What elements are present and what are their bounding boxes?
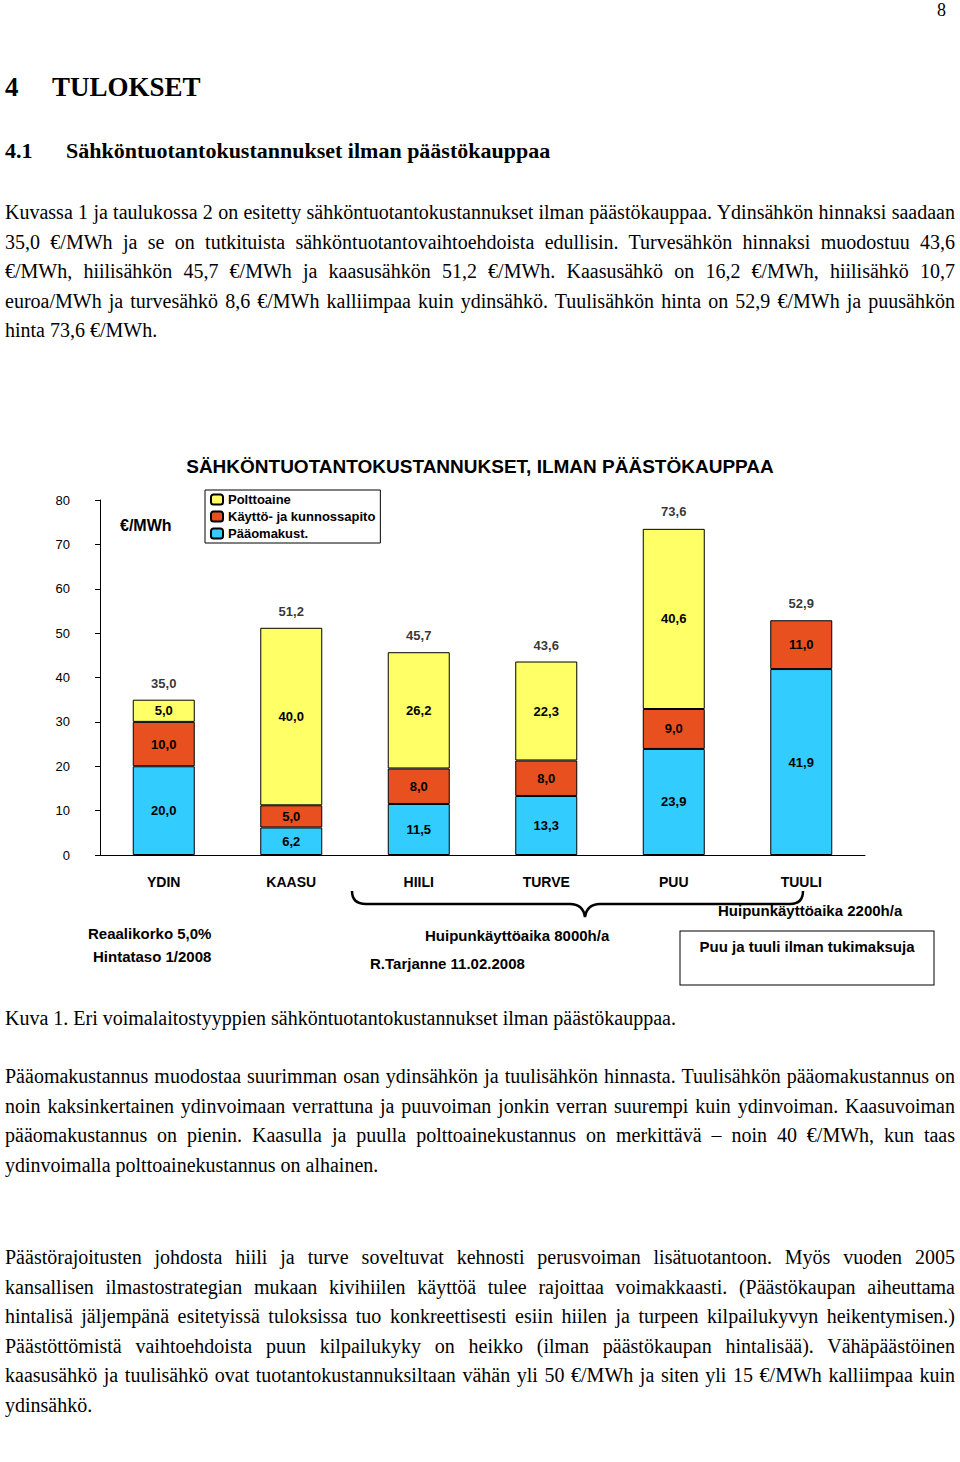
svg-text:5,0: 5,0 xyxy=(155,703,173,718)
html-text:8: 8 xyxy=(937,0,946,20)
svg-text:11,0: 11,0 xyxy=(789,637,814,652)
svg-text:30: 30 xyxy=(56,714,70,729)
svg-text:70: 70 xyxy=(56,537,70,552)
html-text:R.Tarjanne 11.02.2008: R.Tarjanne 11.02.2008 xyxy=(370,955,525,972)
svg-text:Pääomakust.: Pääomakust. xyxy=(228,526,308,541)
svg-text:20,0: 20,0 xyxy=(151,803,176,818)
svg-text:73,6: 73,6 xyxy=(661,504,686,519)
svg-text:50: 50 xyxy=(56,626,70,641)
svg-text:80: 80 xyxy=(56,493,70,508)
svg-text:TUULI: TUULI xyxy=(781,874,822,890)
html-text:Hintataso 1/2008: Hintataso 1/2008 xyxy=(93,948,212,965)
svg-text:0: 0 xyxy=(63,848,70,863)
svg-text:Polttoaine: Polttoaine xyxy=(228,492,291,507)
svg-text:PUU: PUU xyxy=(659,874,689,890)
svg-text:45,7: 45,7 xyxy=(406,628,431,643)
svg-text:Käyttö- ja kunnossapito: Käyttö- ja kunnossapito xyxy=(228,509,375,524)
svg-text:SÄHKÖNTUOTANTOKUSTANNUKSET, IL: SÄHKÖNTUOTANTOKUSTANNUKSET, ILMAN PÄÄSTÖ… xyxy=(186,456,774,477)
html-text:Puu ja tuuli ilman tukimaksuja: Puu ja tuuli ilman tukimaksuja xyxy=(699,938,915,955)
svg-text:40,6: 40,6 xyxy=(661,611,686,626)
svg-text:60: 60 xyxy=(56,581,70,596)
svg-text:5,0: 5,0 xyxy=(282,809,300,824)
svg-text:22,3: 22,3 xyxy=(534,704,559,719)
html-text:Huipunkäyttöaika 8000h/a: Huipunkäyttöaika 8000h/a xyxy=(425,927,610,944)
svg-text:8,0: 8,0 xyxy=(410,779,428,794)
svg-text:6,2: 6,2 xyxy=(282,834,300,849)
html-text:Päästörajoitusten johdosta hii: Päästörajoitusten johdosta hiili ja turv… xyxy=(5,1246,955,1416)
html-text:4: 4 xyxy=(5,72,19,102)
html-text:Sähköntuotantokustannukset ilm: Sähköntuotantokustannukset ilman päästök… xyxy=(66,138,551,163)
svg-text:35,0: 35,0 xyxy=(151,676,176,691)
svg-text:43,6: 43,6 xyxy=(534,638,559,653)
html-text:4.1: 4.1 xyxy=(5,138,33,163)
svg-text:10,0: 10,0 xyxy=(151,737,176,752)
html-text:Reaalikorko 5,0%: Reaalikorko 5,0% xyxy=(88,925,212,942)
svg-text:51,2: 51,2 xyxy=(279,604,304,619)
svg-text:13,3: 13,3 xyxy=(534,818,559,833)
svg-text:23,9: 23,9 xyxy=(661,794,686,809)
svg-text:KAASU: KAASU xyxy=(266,874,316,890)
html-text:Kuvassa 1 ja taulukossa 2 on e: Kuvassa 1 ja taulukossa 2 on esitetty sä… xyxy=(5,201,955,341)
svg-text:8,0: 8,0 xyxy=(537,771,555,786)
svg-text:TURVE: TURVE xyxy=(523,874,570,890)
html-text:Huipunkäyttöaika 2200h/a: Huipunkäyttöaika 2200h/a xyxy=(718,902,903,919)
html-text:Pääomakustannus muodostaa suur: Pääomakustannus muodostaa suurimman osan… xyxy=(5,1065,955,1176)
html-text:TULOKSET: TULOKSET xyxy=(52,72,201,102)
svg-text:10: 10 xyxy=(56,803,70,818)
svg-text:11,5: 11,5 xyxy=(406,822,431,837)
svg-text:26,2: 26,2 xyxy=(406,703,431,718)
svg-text:HIILI: HIILI xyxy=(404,874,434,890)
svg-text:41,9: 41,9 xyxy=(789,755,814,770)
svg-text:20: 20 xyxy=(56,759,70,774)
svg-text:40,0: 40,0 xyxy=(279,709,304,724)
svg-text:€/MWh: €/MWh xyxy=(120,517,172,534)
svg-text:YDIN: YDIN xyxy=(147,874,180,890)
svg-text:9,0: 9,0 xyxy=(665,721,683,736)
html-text:Kuva 1. Eri voimalaitostyyppie: Kuva 1. Eri voimalaitostyyppien sähköntu… xyxy=(5,1007,676,1029)
svg-text:40: 40 xyxy=(56,670,70,685)
svg-text:52,9: 52,9 xyxy=(789,596,814,611)
